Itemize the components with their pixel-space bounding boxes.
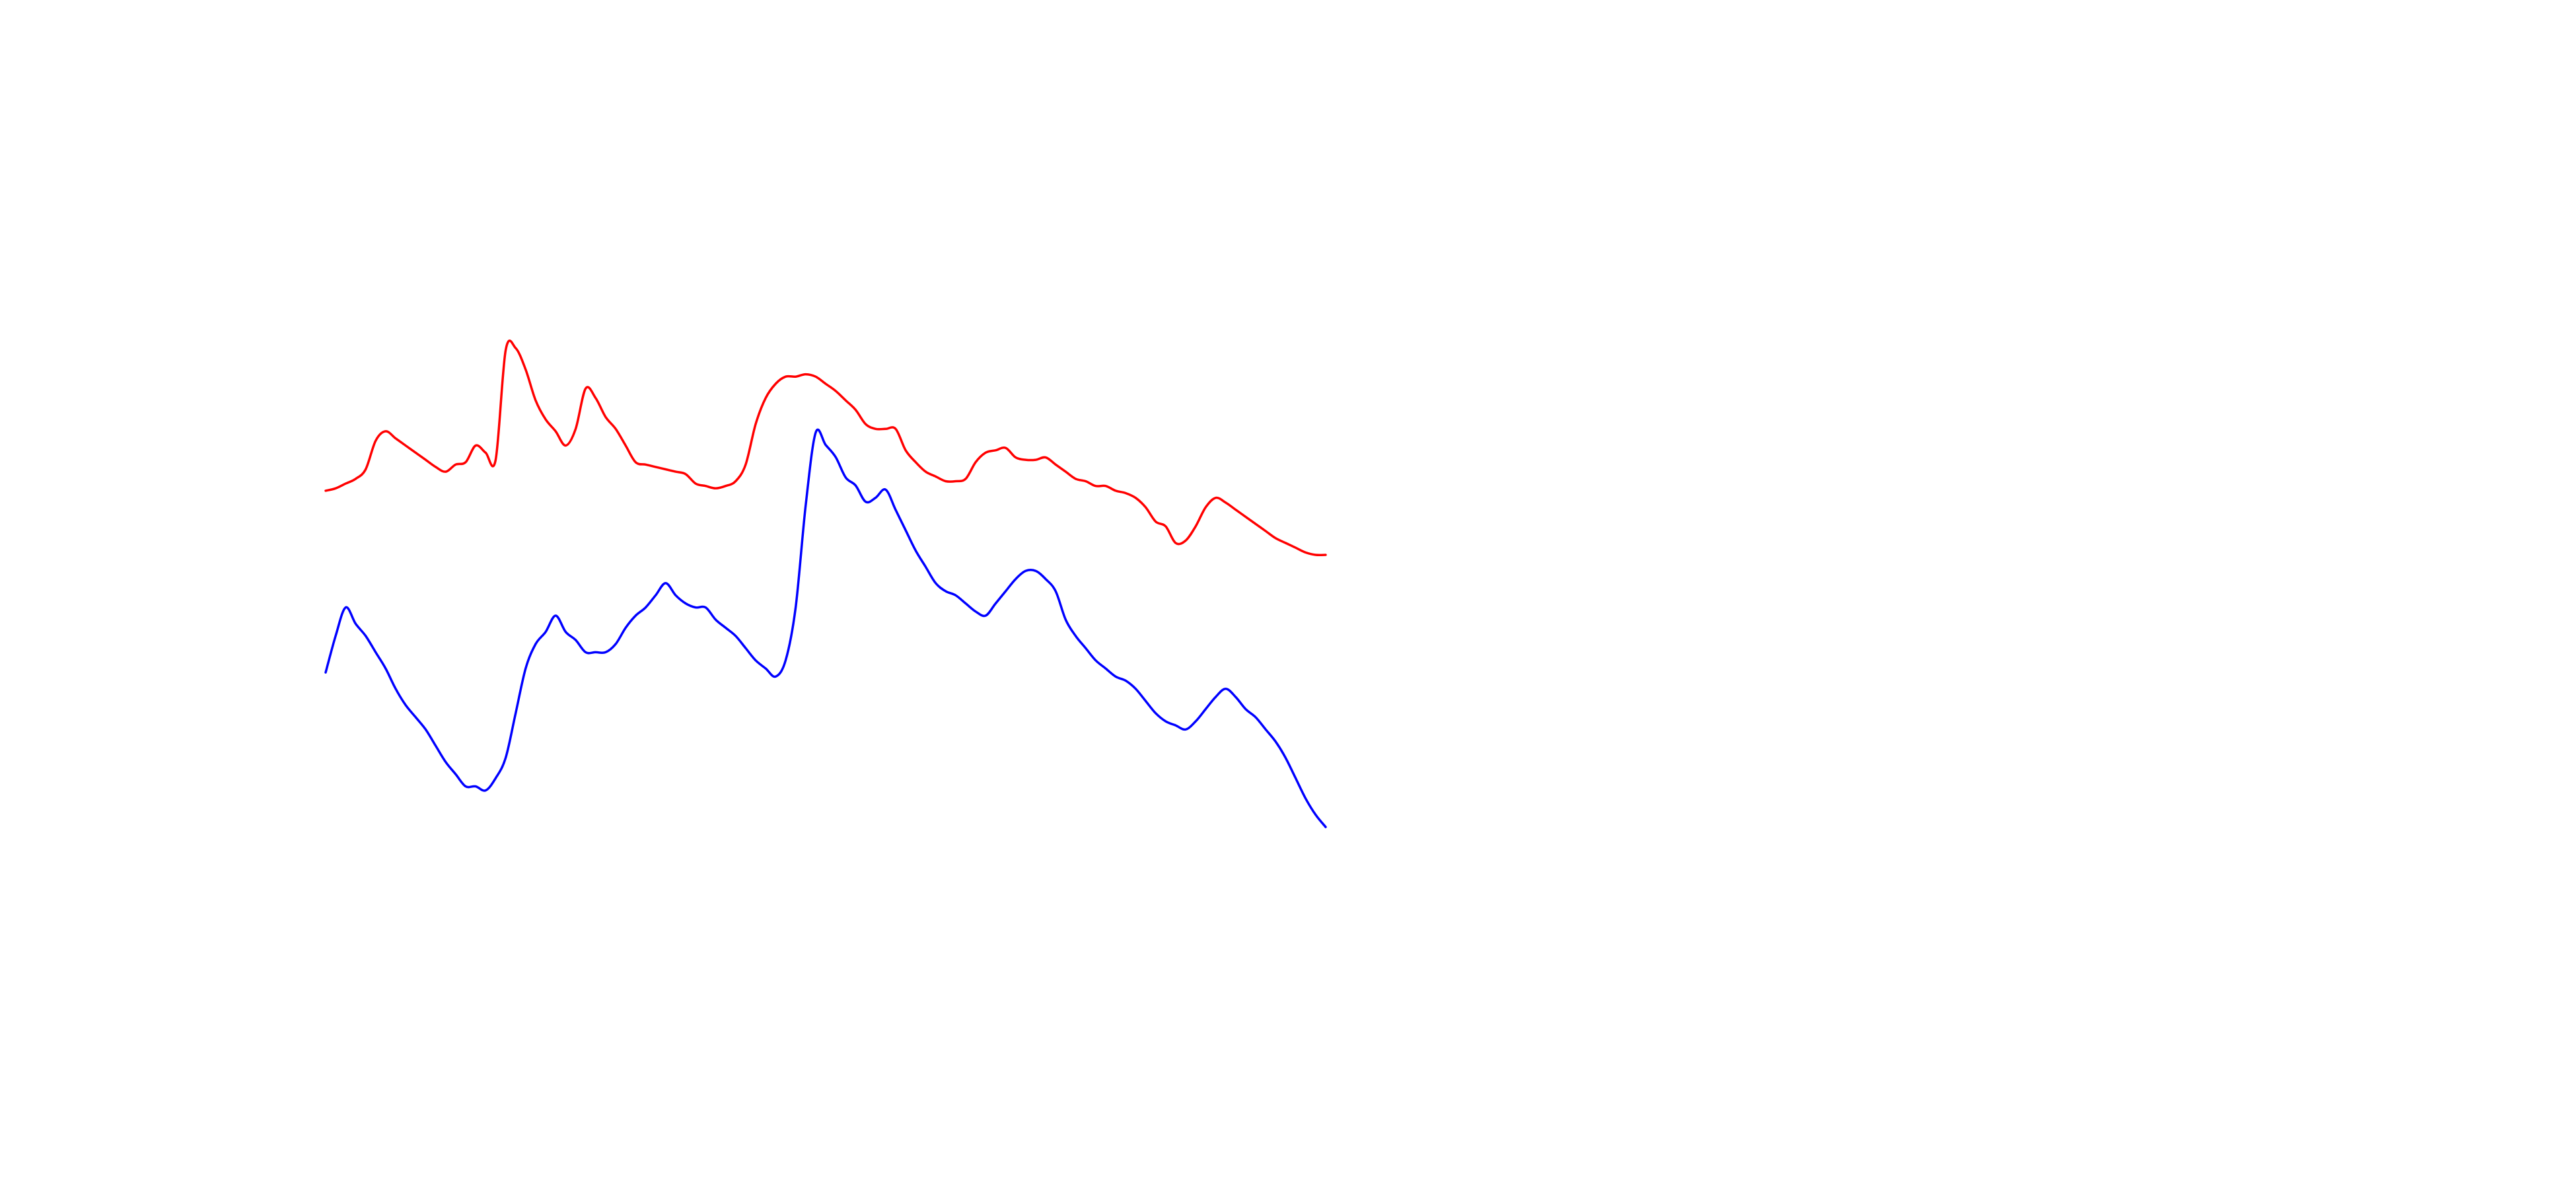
- series-line-2: [324, 428, 1327, 828]
- series-lines: [324, 340, 1327, 828]
- series-line-1: [324, 340, 1327, 557]
